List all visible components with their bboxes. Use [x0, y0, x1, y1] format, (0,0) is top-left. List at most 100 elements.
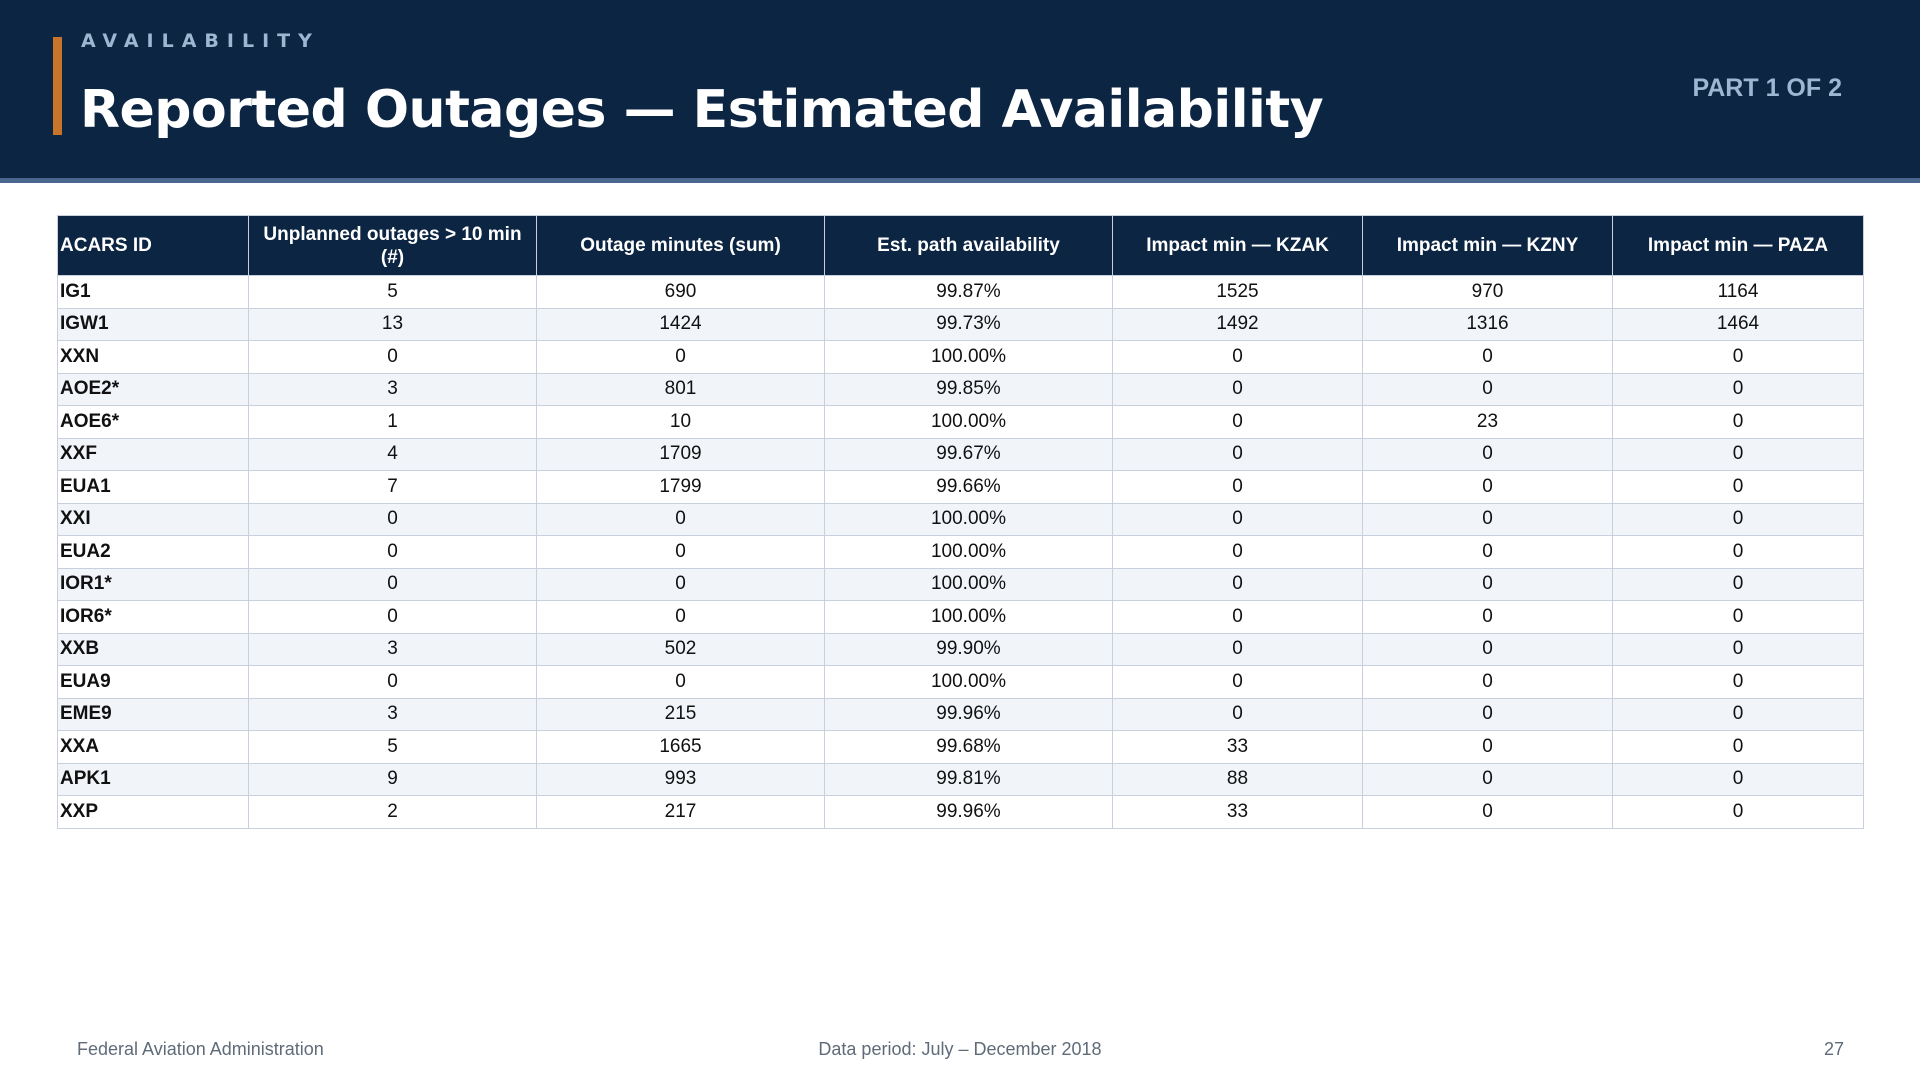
- cell-impact-kzak: 33: [1112, 730, 1363, 764]
- cell-impact-kzak: 0: [1112, 600, 1363, 634]
- cell-impact-kzny: 0: [1362, 600, 1613, 634]
- cell-impact-kzny: 0: [1362, 762, 1613, 796]
- section-eyebrow: AVAILABILITY: [81, 30, 320, 52]
- part-indicator: PART 1 OF 2: [1692, 74, 1842, 102]
- cell-acars-id: AOE2*: [57, 372, 249, 406]
- column-header-acars-id: ACARS ID: [57, 215, 249, 276]
- cell-outage-minutes: 1424: [536, 307, 825, 341]
- table-row: XXP 2 217 99.96% 33 0 0: [57, 795, 1864, 829]
- cell-impact-kzny: 0: [1362, 697, 1613, 731]
- cell-path-availability: 100.00%: [824, 567, 1113, 601]
- table-row: IOR6* 0 0 100.00% 0 0 0: [57, 600, 1864, 634]
- cell-path-availability: 99.87%: [824, 275, 1113, 309]
- cell-acars-id: IGW1: [57, 307, 249, 341]
- table-row: XXI 0 0 100.00% 0 0 0: [57, 502, 1864, 536]
- cell-impact-paza: 0: [1612, 405, 1864, 439]
- table-row: AOE2* 3 801 99.85% 0 0 0: [57, 372, 1864, 406]
- cell-impact-paza: 0: [1612, 535, 1864, 569]
- cell-unplanned-outages: 3: [248, 372, 537, 406]
- cell-impact-kzak: 0: [1112, 632, 1363, 666]
- outage-table-container: ACARS ID Unplanned outages > 10 min (#) Ou…: [57, 215, 1864, 829]
- cell-impact-kzny: 0: [1362, 795, 1613, 829]
- cell-impact-paza: 0: [1612, 470, 1864, 504]
- cell-impact-kzny: 23: [1362, 405, 1613, 439]
- cell-impact-paza: 0: [1612, 665, 1864, 699]
- cell-impact-kzak: 0: [1112, 567, 1363, 601]
- cell-impact-kzak: 88: [1112, 762, 1363, 796]
- cell-acars-id: EUA1: [57, 470, 249, 504]
- cell-impact-kzny: 0: [1362, 437, 1613, 471]
- table-row: XXF 4 1709 99.67% 0 0 0: [57, 437, 1864, 471]
- cell-acars-id: XXI: [57, 502, 249, 536]
- cell-impact-kzny: 0: [1362, 535, 1613, 569]
- cell-path-availability: 100.00%: [824, 405, 1113, 439]
- cell-impact-paza: 0: [1612, 632, 1864, 666]
- column-header-impact-paza: Impact min — PAZA: [1612, 215, 1864, 276]
- cell-impact-paza: 0: [1612, 697, 1864, 731]
- cell-impact-kzak: 0: [1112, 372, 1363, 406]
- cell-impact-kzny: 0: [1362, 470, 1613, 504]
- cell-impact-paza: 1164: [1612, 275, 1864, 309]
- cell-unplanned-outages: 4: [248, 437, 537, 471]
- cell-unplanned-outages: 3: [248, 697, 537, 731]
- cell-acars-id: IOR1*: [57, 567, 249, 601]
- page-title: Reported Outages — Estimated Availabilit…: [80, 80, 1324, 140]
- cell-outage-minutes: 0: [536, 502, 825, 536]
- cell-impact-kzny: 1316: [1362, 307, 1613, 341]
- cell-unplanned-outages: 13: [248, 307, 537, 341]
- table-row: EUA9 0 0 100.00% 0 0 0: [57, 665, 1864, 699]
- column-header-path-availability: Est. path availability: [824, 215, 1113, 276]
- cell-impact-paza: 0: [1612, 502, 1864, 536]
- table-row: IGW1 13 1424 99.73% 1492 1316 1464: [57, 307, 1864, 341]
- table-row: XXA 5 1665 99.68% 33 0 0: [57, 730, 1864, 764]
- cell-impact-paza: 0: [1612, 437, 1864, 471]
- cell-impact-kzak: 33: [1112, 795, 1363, 829]
- cell-outage-minutes: 1709: [536, 437, 825, 471]
- cell-acars-id: AOE6*: [57, 405, 249, 439]
- cell-outage-minutes: 215: [536, 697, 825, 731]
- outage-table: ACARS ID Unplanned outages > 10 min (#) Ou…: [57, 215, 1864, 829]
- cell-unplanned-outages: 9: [248, 762, 537, 796]
- table-row: IOR1* 0 0 100.00% 0 0 0: [57, 567, 1864, 601]
- cell-outage-minutes: 0: [536, 665, 825, 699]
- cell-outage-minutes: 217: [536, 795, 825, 829]
- cell-impact-kzak: 0: [1112, 697, 1363, 731]
- cell-impact-kzny: 0: [1362, 340, 1613, 374]
- cell-impact-paza: 0: [1612, 730, 1864, 764]
- table-row: EUA2 0 0 100.00% 0 0 0: [57, 535, 1864, 569]
- cell-outage-minutes: 10: [536, 405, 825, 439]
- cell-acars-id: XXP: [57, 795, 249, 829]
- column-header-impact-kzak: Impact min — KZAK: [1112, 215, 1363, 276]
- cell-acars-id: XXF: [57, 437, 249, 471]
- footer-data-period: Data period: July – December 2018: [818, 1039, 1102, 1059]
- cell-impact-kzak: 1492: [1112, 307, 1363, 341]
- cell-outage-minutes: 690: [536, 275, 825, 309]
- table-header-row: ACARS ID Unplanned outages > 10 min (#) Ou…: [57, 215, 1864, 276]
- cell-unplanned-outages: 0: [248, 567, 537, 601]
- cell-impact-paza: 0: [1612, 372, 1864, 406]
- cell-path-availability: 100.00%: [824, 340, 1113, 374]
- page-number: 27: [1823, 1039, 1844, 1059]
- cell-acars-id: APK1: [57, 762, 249, 796]
- cell-unplanned-outages: 0: [248, 665, 537, 699]
- cell-impact-kzny: 0: [1362, 632, 1613, 666]
- cell-impact-kzny: 0: [1362, 730, 1613, 764]
- table-row: AOE6* 1 10 100.00% 0 23 0: [57, 405, 1864, 439]
- table-row: EUA1 7 1799 99.66% 0 0 0: [57, 470, 1864, 504]
- cell-path-availability: 99.81%: [824, 762, 1113, 796]
- cell-impact-kzny: 970: [1362, 275, 1613, 309]
- cell-impact-paza: 0: [1612, 762, 1864, 796]
- cell-unplanned-outages: 1: [248, 405, 537, 439]
- slide-header: AVAILABILITY Reported Outages — Estimate…: [0, 0, 1920, 178]
- cell-acars-id: EUA2: [57, 535, 249, 569]
- cell-unplanned-outages: 0: [248, 502, 537, 536]
- cell-acars-id: XXA: [57, 730, 249, 764]
- cell-path-availability: 99.67%: [824, 437, 1113, 471]
- cell-impact-kzny: 0: [1362, 567, 1613, 601]
- cell-acars-id: IG1: [57, 275, 249, 309]
- cell-acars-id: EME9: [57, 697, 249, 731]
- cell-impact-kzny: 0: [1362, 502, 1613, 536]
- cell-unplanned-outages: 5: [248, 275, 537, 309]
- cell-path-availability: 99.85%: [824, 372, 1113, 406]
- cell-impact-kzny: 0: [1362, 372, 1613, 406]
